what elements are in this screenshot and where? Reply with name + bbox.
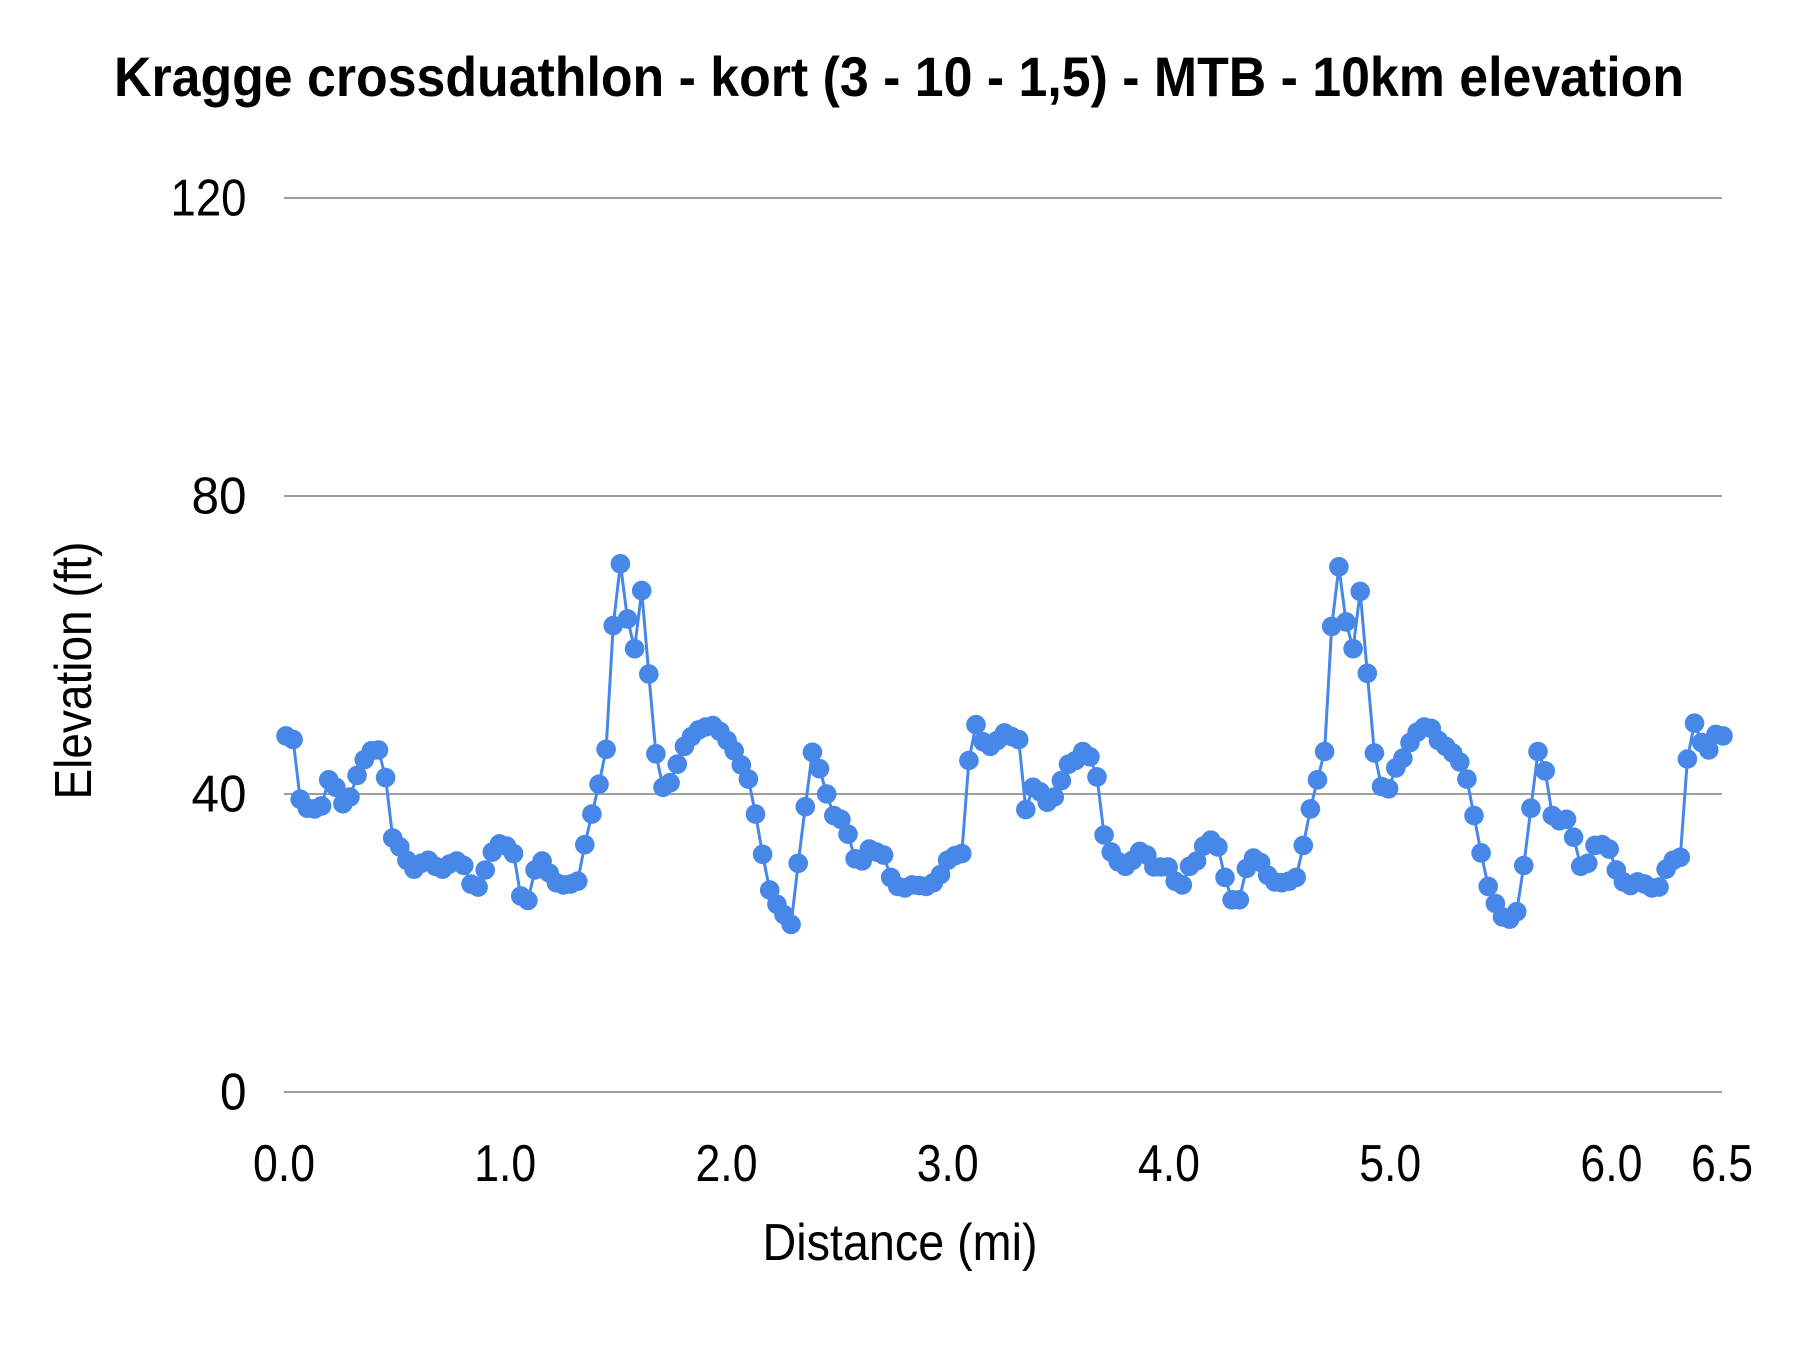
svg-text:Distance (mi): Distance (mi) [763,1213,1038,1271]
svg-text:0.0: 0.0 [253,1134,315,1192]
svg-text:2.0: 2.0 [696,1134,758,1192]
svg-text:0: 0 [220,1063,247,1121]
svg-text:Kragge crossduathlon - kort (3: Kragge crossduathlon - kort (3 - 10 - 1,… [114,45,1684,108]
svg-text:6.5: 6.5 [1691,1134,1753,1192]
svg-text:4.0: 4.0 [1138,1134,1200,1192]
svg-text:6.0: 6.0 [1580,1134,1642,1192]
svg-text:Elevation (ft): Elevation (ft) [44,542,102,800]
svg-text:3.0: 3.0 [917,1134,979,1192]
svg-text:120: 120 [171,169,247,227]
svg-text:5.0: 5.0 [1359,1134,1421,1192]
svg-text:80: 80 [192,467,247,525]
svg-text:1.0: 1.0 [474,1134,536,1192]
svg-text:40: 40 [192,765,247,823]
